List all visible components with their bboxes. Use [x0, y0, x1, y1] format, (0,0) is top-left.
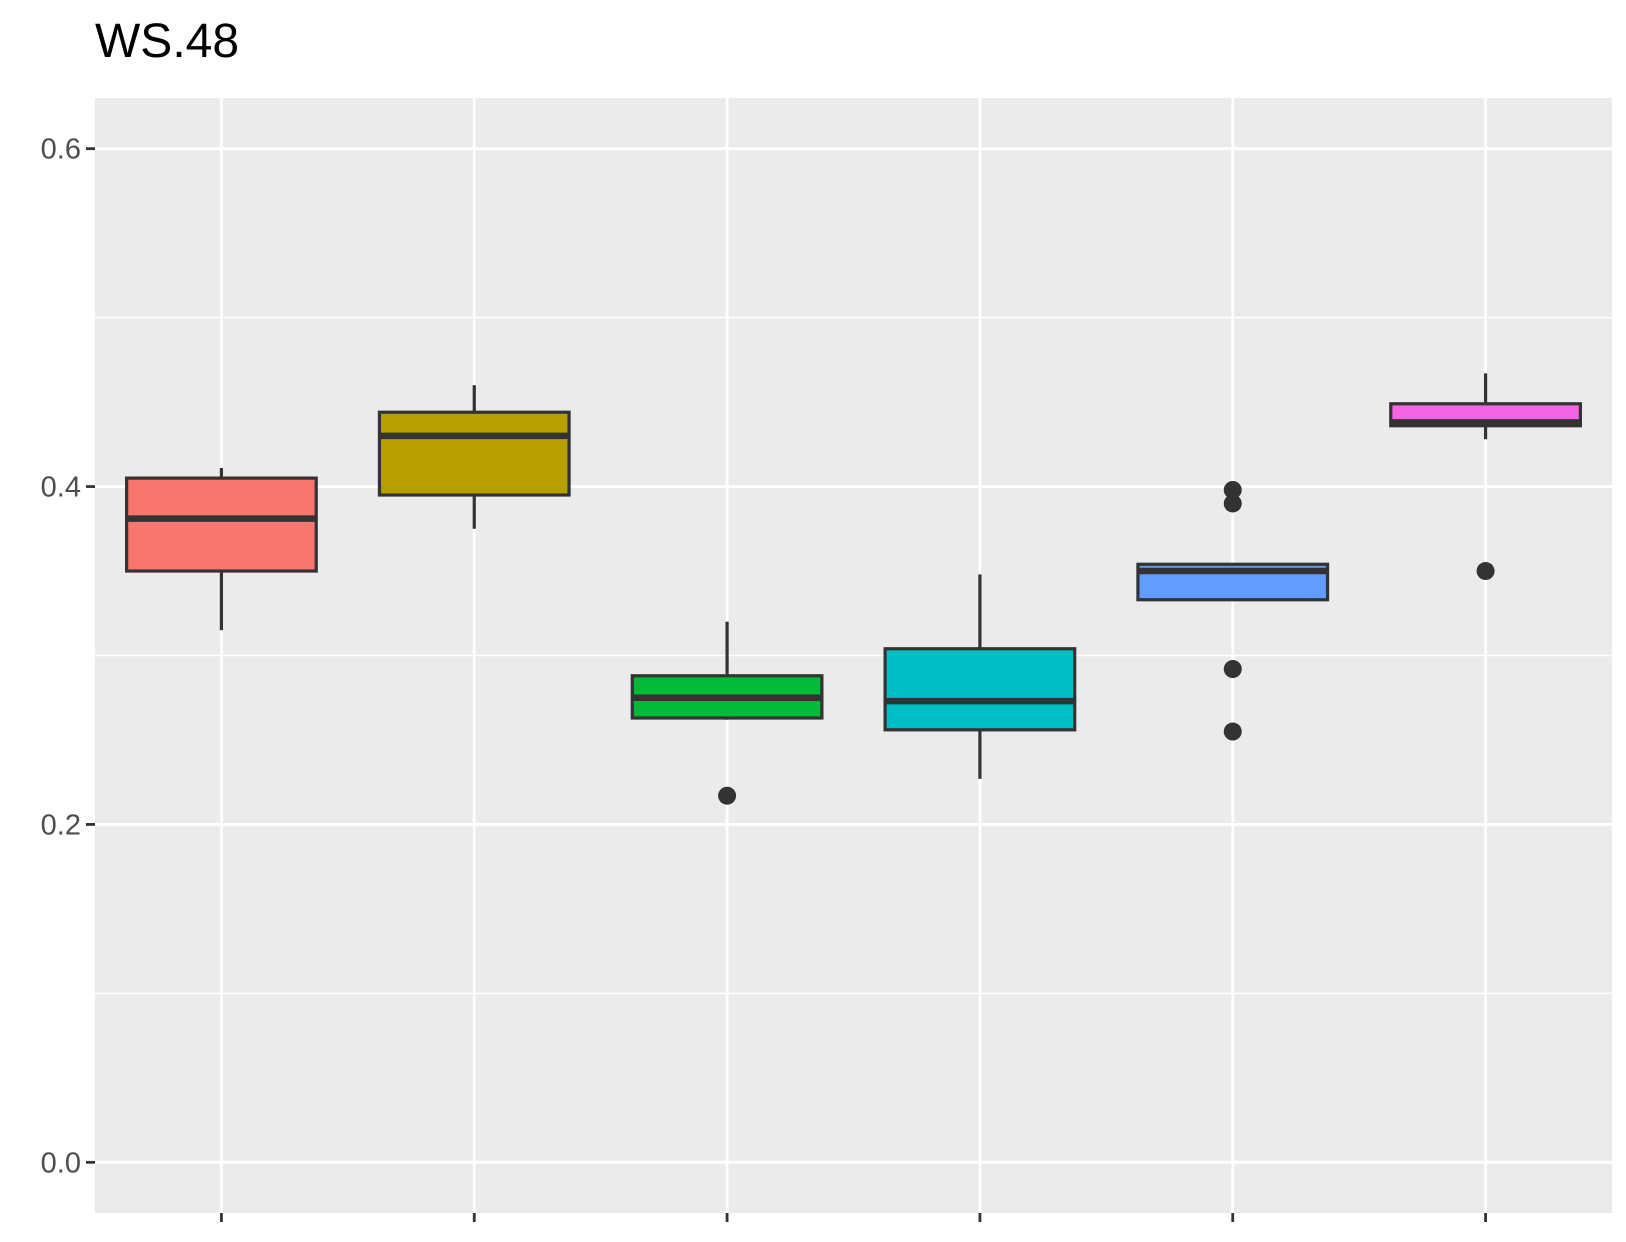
outlier-point	[718, 786, 737, 805]
box-6	[1389, 373, 1582, 581]
chart-title: WS.48	[95, 15, 240, 68]
outlier-point	[1476, 562, 1495, 581]
box-body	[125, 476, 318, 573]
outlier-point	[1223, 722, 1242, 741]
outlier-point	[1223, 480, 1242, 499]
box-body	[883, 647, 1077, 732]
box-body	[377, 410, 571, 497]
y-tick-label: 0.6	[41, 134, 81, 166]
box-4	[883, 574, 1077, 779]
outlier-point	[1223, 494, 1242, 513]
boxes	[125, 373, 1582, 805]
minor-gridlines	[95, 316, 1612, 995]
y-tick-label: 0.0	[41, 1147, 81, 1179]
y-tick-label: 0.2	[41, 809, 81, 841]
box-3	[630, 621, 824, 805]
box-2	[377, 385, 571, 529]
y-axis: 0.0 0.2 0.4 0.6	[41, 134, 95, 1179]
box-5	[1136, 480, 1330, 741]
y-tick-label: 0.4	[41, 472, 81, 504]
outlier-point	[1223, 660, 1242, 679]
box-1	[125, 467, 318, 631]
x-axis	[220, 1213, 1487, 1222]
